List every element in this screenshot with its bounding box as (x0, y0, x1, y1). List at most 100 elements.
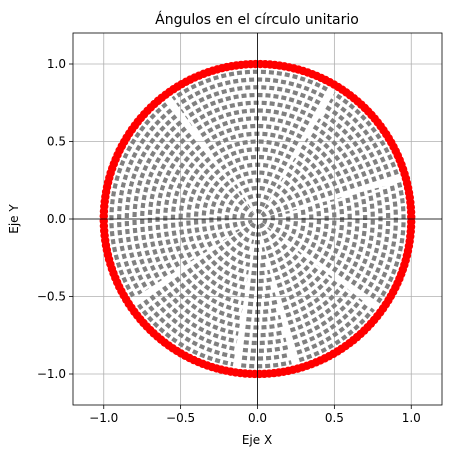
dashed-arc (187, 267, 244, 306)
dashed-arc (293, 206, 306, 247)
dashed-arc (220, 154, 288, 171)
dashed-arc (258, 222, 266, 229)
x-tick-label: 0.5 (325, 411, 344, 425)
dashed-arc (296, 151, 333, 197)
dashed-arc (272, 190, 289, 211)
dashed-arc (308, 131, 355, 190)
dashed-arc (205, 253, 248, 283)
dashed-arc (267, 241, 290, 259)
dashed-arc (306, 203, 322, 256)
dashed-arc (276, 260, 314, 288)
dashed-arc (246, 307, 280, 315)
dashed-arc (185, 92, 318, 120)
dashed-arc (149, 294, 237, 351)
dashed-arc (137, 303, 234, 367)
dashed-arc (247, 211, 255, 225)
dashed-arc (268, 214, 275, 229)
dashed-arc (319, 199, 337, 264)
dashed-arc (224, 240, 252, 260)
dashed-arc (193, 168, 221, 254)
dashed-arc (171, 69, 328, 101)
dashed-arc (285, 279, 339, 318)
dashed-arc (274, 255, 308, 281)
dashed-arc (280, 177, 304, 206)
dashed-arc (124, 114, 178, 291)
dashed-arc (328, 98, 392, 178)
dashed-arc (178, 156, 211, 262)
dashed-arc (247, 201, 266, 209)
dashed-arc (216, 187, 235, 241)
dashed-arc (357, 187, 383, 291)
dashed-arc (261, 216, 268, 225)
y-tick-label: 1.0 (47, 57, 66, 71)
dashed-arc (246, 314, 282, 322)
y-tick-label: −1.0 (37, 367, 66, 381)
dashed-arc (338, 193, 360, 278)
dashed-arc (296, 302, 369, 355)
dashed-arc (278, 264, 321, 296)
data-point (407, 217, 416, 227)
dashed-arc (186, 162, 216, 258)
dashed-arc (264, 204, 275, 216)
dashed-arc (201, 174, 226, 250)
x-tick-label: 0.0 (248, 411, 267, 425)
x-tick-label: 1.0 (402, 411, 421, 425)
dashed-arc (147, 132, 192, 279)
dashed-arc (198, 116, 307, 139)
dashed-arc (229, 170, 281, 183)
x-tick-label: −0.5 (166, 411, 195, 425)
dashed-arc (240, 360, 292, 369)
dashed-arc (250, 277, 273, 284)
y-tick-label: 0.0 (47, 212, 66, 226)
dashed-arc (209, 181, 231, 246)
dashed-arc (268, 197, 282, 213)
dashed-arc (300, 204, 314, 251)
dashed-arc (180, 271, 243, 313)
dashed-arc (241, 352, 291, 361)
dashed-arc (237, 231, 255, 244)
dashed-arc (243, 226, 256, 237)
dashed-arc (132, 120, 183, 287)
dashed-arc (369, 183, 398, 299)
dashed-arc (249, 222, 257, 229)
dashed-arc (252, 262, 269, 268)
dashed-arc (211, 139, 296, 158)
dashed-arc (117, 108, 173, 295)
dashed-arc (170, 150, 207, 266)
dashed-arc (288, 164, 319, 201)
dashed-arc (251, 269, 271, 276)
dashed-arc (232, 199, 245, 233)
dashed-arc (272, 250, 302, 273)
dashed-arc (230, 235, 253, 252)
dashed-arc (234, 178, 277, 190)
dashed-arc (109, 102, 168, 300)
dashed-arc (249, 284, 275, 291)
dashed-arc (176, 77, 325, 107)
dashed-arc (283, 274, 333, 311)
dashed-arc (320, 111, 377, 183)
dashed-arc (155, 138, 197, 275)
dashed-arc (298, 307, 375, 363)
dashed-arc (248, 292, 276, 299)
dashed-arc (247, 299, 278, 307)
dashed-arc (324, 105, 385, 180)
dashed-arc (294, 298, 363, 348)
dashed-arc (251, 209, 263, 215)
x-tick-label: −1.0 (89, 411, 118, 425)
dashed-arc (242, 345, 289, 353)
dashed-arc (281, 210, 291, 238)
dashed-arc (202, 123, 303, 145)
dashed-arc (245, 322, 283, 330)
dashed-arc (242, 193, 270, 202)
dashed-arc (216, 147, 292, 164)
dashed-arc (218, 244, 251, 267)
dashed-arc (260, 210, 267, 218)
dashed-arc (316, 118, 370, 185)
y-tick-label: 0.5 (47, 135, 66, 149)
dashed-arc (332, 91, 399, 176)
dashed-arc (261, 227, 272, 236)
dashed-arc (304, 138, 348, 192)
dashed-arc (269, 246, 296, 266)
dashed-arc (284, 171, 311, 204)
